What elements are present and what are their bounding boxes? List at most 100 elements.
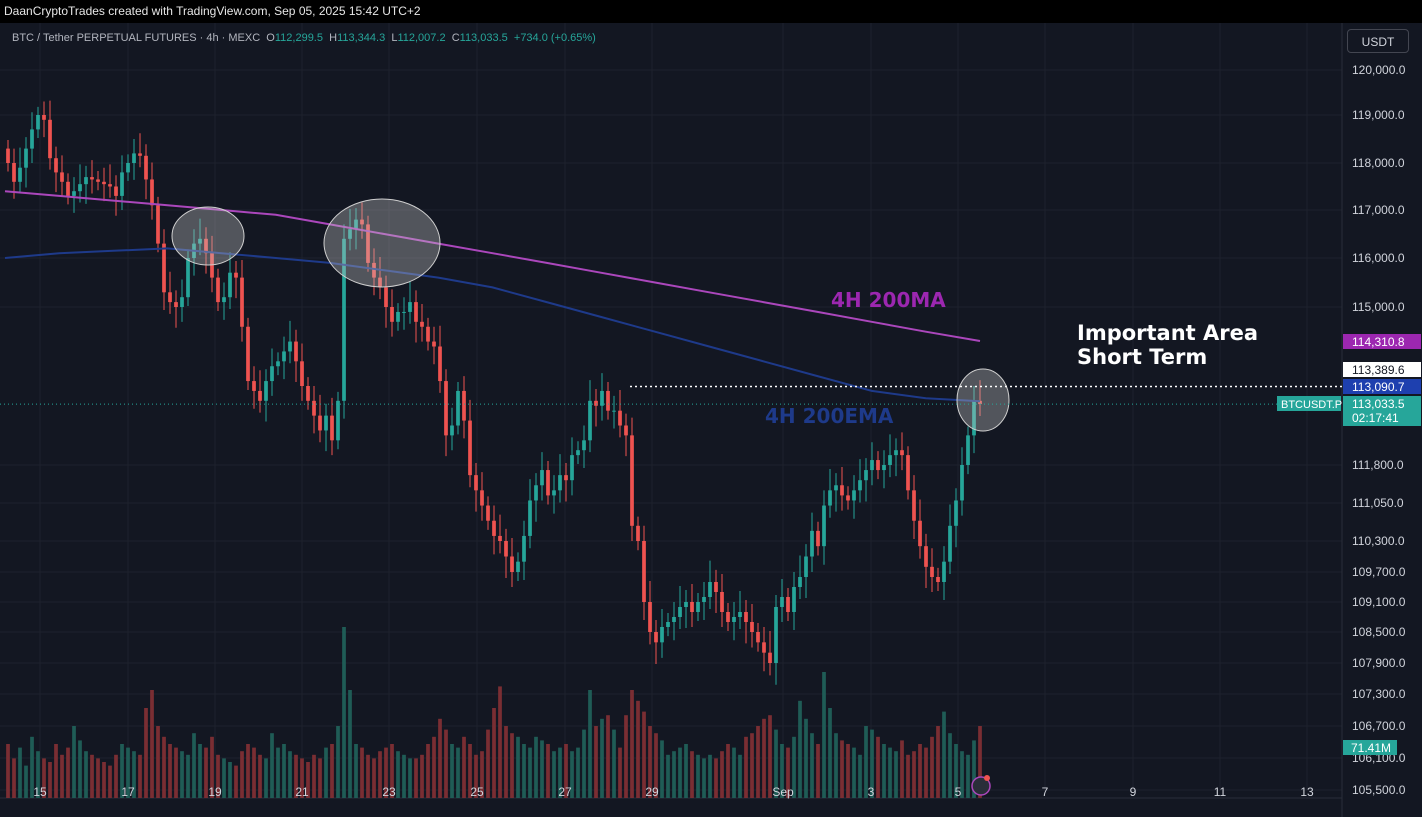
volume-bar — [804, 718, 808, 798]
candle-body — [714, 582, 718, 592]
candle-body — [636, 525, 640, 541]
time-tick-label: 25 — [470, 785, 484, 799]
volume-bar — [900, 740, 904, 798]
candle-body — [126, 163, 130, 173]
volume-bar — [60, 754, 64, 798]
volume-bar — [54, 744, 58, 798]
volume-bar — [126, 747, 130, 798]
currency-button[interactable]: USDT — [1347, 29, 1409, 53]
candle-body — [462, 390, 466, 421]
candle-body — [498, 535, 502, 541]
candle-body — [474, 475, 478, 491]
candle-body — [396, 311, 400, 322]
close-value: 113,033.5 — [459, 32, 508, 44]
alert-dot-icon — [984, 775, 990, 781]
candle-body — [228, 272, 232, 298]
price-label-box-ma200 — [1343, 334, 1421, 349]
candle-body — [894, 450, 898, 456]
candle-body — [480, 490, 484, 506]
candle-body — [342, 238, 346, 401]
volume-bar — [264, 758, 268, 798]
candle-body — [588, 400, 592, 441]
candle-body — [942, 561, 946, 582]
highlight-ellipse-2 — [323, 198, 441, 288]
time-tick-label: 15 — [33, 785, 47, 799]
candle-body — [804, 556, 808, 577]
price-tick-label: 117,000.0 — [1352, 203, 1405, 217]
candle-body — [324, 415, 328, 431]
volume-bar — [786, 747, 790, 798]
volume-bar — [486, 729, 490, 798]
volume-bar — [642, 711, 646, 798]
volume-bar — [474, 754, 478, 798]
attribution-bar: DaanCryptoTrades created with TradingVie… — [0, 0, 1422, 23]
time-tick-label: Sep — [772, 785, 794, 799]
candle-body — [576, 450, 580, 456]
candle-body — [174, 302, 178, 307]
time-tick-label: 7 — [1042, 785, 1049, 799]
volume-bar — [168, 744, 172, 798]
volume-bar — [480, 751, 484, 798]
volume-bar — [222, 758, 226, 798]
volume-bar — [198, 744, 202, 798]
volume-bar — [288, 751, 292, 798]
high-value: 113,344.3 — [337, 32, 386, 44]
volume-bar — [12, 758, 16, 798]
change-value: +734.0 (+0.65%) — [513, 32, 596, 44]
candle-body — [252, 381, 256, 391]
candle-body — [612, 410, 616, 412]
candle-body — [198, 238, 202, 244]
candle-body — [312, 400, 316, 416]
candle-body — [774, 607, 778, 663]
volume-bar — [408, 758, 412, 798]
volume-bar — [396, 751, 400, 798]
symbol-tag-box — [1277, 396, 1341, 411]
volume-bar — [516, 736, 520, 798]
chart-area[interactable]: 4H 200MA 4H 200EMA Important Area Short Ter… — [0, 23, 1422, 817]
volume-bar — [828, 708, 832, 798]
candle-body — [732, 617, 736, 622]
candle-body — [354, 219, 358, 230]
volume-bar — [252, 747, 256, 798]
volume-bar — [192, 733, 196, 798]
volume-bar — [66, 747, 70, 798]
volume-bar — [564, 744, 568, 798]
volume-bar — [690, 751, 694, 798]
candle-body — [600, 390, 604, 406]
volume-bar — [846, 744, 850, 798]
price-tick-label: 109,100.0 — [1352, 595, 1406, 609]
candle-body — [180, 297, 184, 307]
volume-bar — [120, 744, 124, 798]
volume-bar — [492, 708, 496, 798]
candle-body — [846, 495, 850, 501]
volume-bar — [648, 726, 652, 798]
volume-bar — [450, 744, 454, 798]
volume-bar — [78, 740, 82, 798]
candle-body — [18, 167, 22, 182]
candle-body — [834, 485, 838, 491]
volume-bar — [114, 754, 118, 798]
volume-bar — [894, 751, 898, 798]
volume-bar — [960, 751, 964, 798]
ema200-line — [4, 247, 981, 403]
price-tick-label: 107,900.0 — [1352, 656, 1406, 670]
candle-body — [930, 566, 934, 577]
candle-body — [630, 435, 634, 526]
alert-icon[interactable] — [971, 776, 991, 796]
candle-body — [360, 219, 364, 225]
volume-bar — [882, 744, 886, 798]
candle-body — [96, 179, 100, 182]
candle-body — [540, 470, 544, 486]
volume-bar — [354, 744, 358, 798]
candle-body — [606, 390, 610, 411]
candle-body — [306, 386, 310, 401]
candle-body — [156, 205, 160, 244]
candle-body — [840, 485, 844, 496]
volume-bar — [180, 751, 184, 798]
candle-body — [702, 597, 706, 602]
candle-body — [318, 415, 322, 431]
volume-bar — [468, 744, 472, 798]
volume-bar — [276, 747, 280, 798]
candle-body — [408, 302, 412, 312]
